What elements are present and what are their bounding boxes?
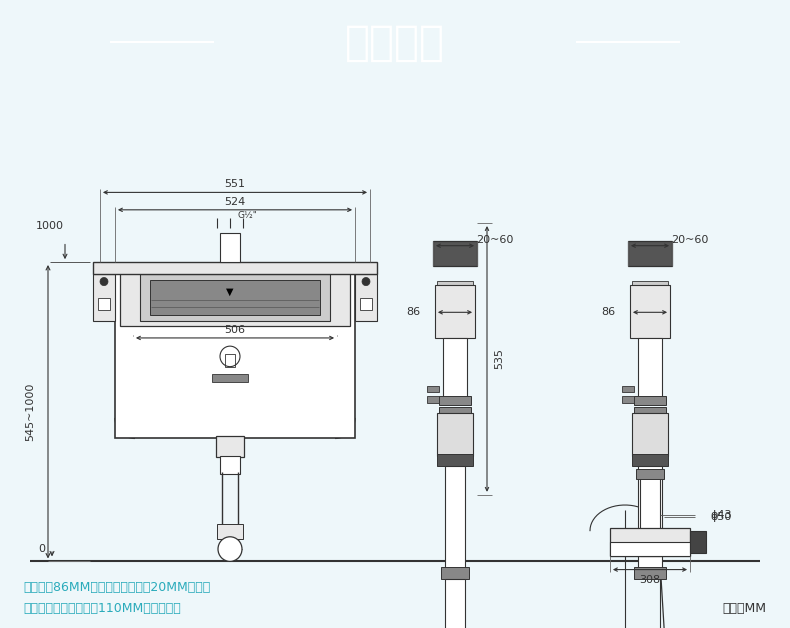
Bar: [437, 454, 473, 466]
Text: 86: 86: [601, 307, 615, 317]
Text: 20~60: 20~60: [476, 234, 514, 244]
Bar: [437, 413, 473, 456]
Bar: [435, 284, 475, 338]
Bar: [225, 354, 235, 367]
Bar: [439, 406, 471, 415]
Bar: [150, 279, 320, 315]
Bar: [216, 436, 244, 457]
Bar: [427, 396, 439, 403]
Bar: [355, 274, 377, 320]
Circle shape: [100, 278, 108, 286]
Text: ▼: ▼: [226, 287, 234, 297]
Bar: [632, 281, 668, 287]
Bar: [437, 289, 473, 295]
Bar: [632, 289, 668, 295]
Bar: [638, 466, 662, 568]
Text: 箱体厚度86MM，面板盒厚度至少20MM以上，
贴砖后的完成面厚度在110MM以上即可。: 箱体厚度86MM，面板盒厚度至少20MM以上， 贴砖后的完成面厚度在110MM以…: [24, 582, 211, 615]
Bar: [93, 274, 115, 320]
Bar: [634, 406, 666, 415]
Bar: [140, 274, 330, 320]
Bar: [634, 396, 666, 404]
Text: 1000: 1000: [36, 221, 64, 231]
Bar: [115, 269, 355, 438]
Bar: [610, 542, 690, 556]
Bar: [632, 297, 668, 303]
Text: 86: 86: [406, 307, 420, 317]
Bar: [630, 284, 670, 338]
Text: 产品尺寸: 产品尺寸: [345, 21, 445, 63]
Bar: [622, 396, 634, 403]
Bar: [212, 374, 248, 382]
Bar: [638, 338, 662, 399]
Bar: [427, 386, 439, 392]
Bar: [93, 262, 377, 274]
Bar: [437, 281, 473, 287]
Bar: [628, 241, 672, 266]
Circle shape: [362, 278, 370, 286]
Bar: [445, 579, 465, 628]
Bar: [220, 234, 240, 262]
Bar: [437, 297, 473, 303]
Text: ϕ43: ϕ43: [710, 511, 732, 520]
Text: 20~60: 20~60: [672, 234, 709, 244]
Bar: [120, 269, 350, 326]
Bar: [443, 338, 467, 399]
Bar: [622, 386, 634, 392]
Text: 308: 308: [639, 575, 660, 585]
Text: 545~1000: 545~1000: [25, 382, 35, 441]
Bar: [98, 298, 110, 310]
Text: 506: 506: [224, 325, 246, 335]
Text: 524: 524: [224, 197, 246, 207]
Bar: [437, 313, 473, 320]
Bar: [360, 298, 372, 310]
Bar: [439, 396, 471, 404]
Bar: [445, 466, 465, 568]
Bar: [640, 474, 660, 556]
Text: G½": G½": [238, 212, 258, 220]
Bar: [632, 313, 668, 320]
Text: ϕ50: ϕ50: [710, 512, 732, 522]
Circle shape: [218, 537, 242, 561]
Bar: [634, 566, 666, 579]
Bar: [632, 413, 668, 456]
Bar: [632, 305, 668, 311]
Bar: [217, 524, 243, 539]
Text: 单位：MM: 单位：MM: [722, 602, 766, 615]
Bar: [690, 531, 706, 553]
Bar: [433, 241, 477, 266]
Bar: [610, 528, 690, 556]
Bar: [632, 454, 668, 466]
Text: 0: 0: [39, 544, 46, 554]
Bar: [441, 566, 469, 579]
Text: 551: 551: [224, 179, 246, 189]
Bar: [220, 456, 240, 474]
Bar: [636, 469, 664, 479]
Text: 535: 535: [494, 349, 504, 369]
Bar: [437, 305, 473, 311]
